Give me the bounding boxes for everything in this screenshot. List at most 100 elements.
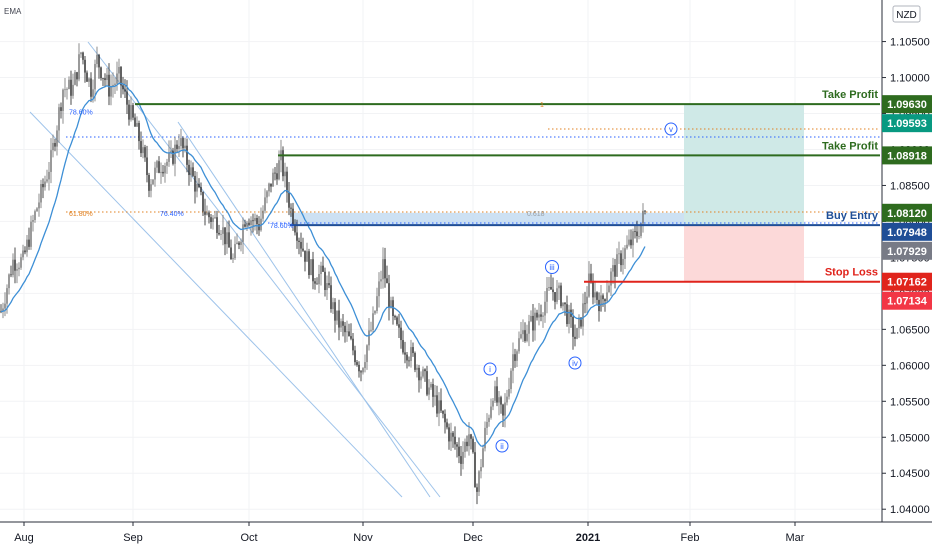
candle-body: [404, 352, 406, 355]
candle-body: [274, 172, 276, 174]
candle-body: [634, 231, 636, 232]
candle-body: [308, 251, 310, 275]
candle-body: [40, 184, 42, 203]
candle-body: [430, 384, 432, 388]
candle-body: [2, 308, 4, 312]
candle-body: [218, 232, 220, 235]
candle-body: [510, 370, 512, 390]
channel-line-upper[interactable]: [87, 41, 441, 498]
candle-body: [366, 345, 368, 363]
candle-body: [190, 167, 192, 176]
candle-body: [564, 302, 566, 305]
candle-body: [254, 217, 256, 221]
candle-body: [44, 181, 46, 188]
candle-body: [536, 312, 538, 318]
wave-label-v: v: [664, 122, 678, 136]
candle-body: [342, 321, 344, 326]
candle-body: [636, 231, 638, 237]
currency-box[interactable]: [892, 5, 921, 23]
price-tag: [882, 222, 932, 241]
candle-body: [552, 289, 554, 293]
level-label-tp1: Take Profit: [822, 89, 878, 101]
candle-body: [436, 395, 438, 414]
candle-body: [556, 288, 558, 302]
fib-label: 1: [540, 102, 544, 109]
candle-body: [112, 84, 114, 87]
candle-body: [320, 265, 322, 275]
candle-body: [614, 265, 616, 277]
svg-text:ii: ii: [500, 442, 504, 451]
candle-body: [618, 253, 620, 255]
candle-body: [32, 220, 34, 222]
candle-body: [134, 117, 136, 127]
candle-body: [124, 89, 126, 92]
fib-label: 61.80%: [69, 211, 93, 218]
candle-body: [482, 448, 484, 467]
level-label-tp2: Take Profit: [822, 140, 878, 152]
candle-body: [42, 184, 44, 188]
candle-body: [220, 233, 222, 235]
candle-body: [66, 89, 68, 90]
candle-body: [356, 362, 358, 365]
candle-body: [184, 145, 186, 149]
candle-body: [288, 192, 290, 208]
candle-body: [176, 144, 178, 149]
candle-body: [522, 330, 524, 335]
candle-body: [96, 54, 98, 64]
price-tag-label: 1.09630: [887, 99, 927, 111]
candle-body: [284, 171, 286, 177]
candle-body: [444, 413, 446, 423]
candles: [0, 43, 646, 505]
candle-body: [428, 387, 430, 395]
candle-body: [624, 248, 626, 259]
candle-body: [462, 451, 464, 464]
candle-body: [606, 292, 608, 302]
price-tag-label: 1.09593: [887, 118, 927, 130]
candle-body: [268, 183, 270, 192]
candle-body: [296, 232, 298, 241]
candle-body: [78, 54, 80, 80]
candle-body: [236, 242, 238, 245]
candle-body: [160, 171, 162, 173]
candle-body: [122, 85, 124, 90]
candle-body: [70, 79, 72, 96]
candle-body: [306, 251, 308, 262]
entry-zone: [290, 212, 684, 226]
svg-text:iv: iv: [572, 359, 578, 368]
candle-body: [568, 309, 570, 325]
candle-body: [480, 466, 482, 472]
candle-body: [114, 83, 116, 85]
candle-body: [408, 360, 410, 362]
candle-body: [402, 340, 404, 353]
candle-body: [602, 295, 604, 300]
candle-body: [98, 54, 100, 68]
channel-line-inner[interactable]: [177, 121, 431, 498]
candle-body: [132, 105, 134, 118]
candle-body: [642, 210, 644, 224]
price-tick-label: 1.04500: [890, 468, 930, 480]
time-axis[interactable]: Aug Sep Oct Nov Dec 2021 Feb Mar: [14, 522, 805, 544]
candle-body: [464, 441, 466, 452]
candle-body: [460, 456, 462, 464]
price-tick-label: 1.06500: [890, 324, 930, 336]
candle-body: [94, 63, 96, 90]
candle-body: [594, 292, 596, 298]
indicator-label: EMA: [4, 7, 22, 16]
candle-body: [558, 285, 560, 289]
candle-body: [164, 165, 166, 174]
candle-body: [110, 86, 112, 97]
candle-body: [486, 421, 488, 428]
candle-body: [282, 150, 284, 177]
candle-body: [500, 397, 502, 405]
price-tag: [882, 203, 932, 222]
candle-body: [532, 315, 534, 331]
candle-body: [390, 300, 392, 308]
candle-body: [514, 354, 516, 361]
candle-body: [48, 171, 50, 180]
candle-body: [414, 353, 416, 370]
fib-label: 78.60%: [270, 223, 294, 230]
candle-body: [584, 303, 586, 305]
channel-line-lower[interactable]: [29, 111, 403, 498]
candle-body: [434, 395, 436, 397]
